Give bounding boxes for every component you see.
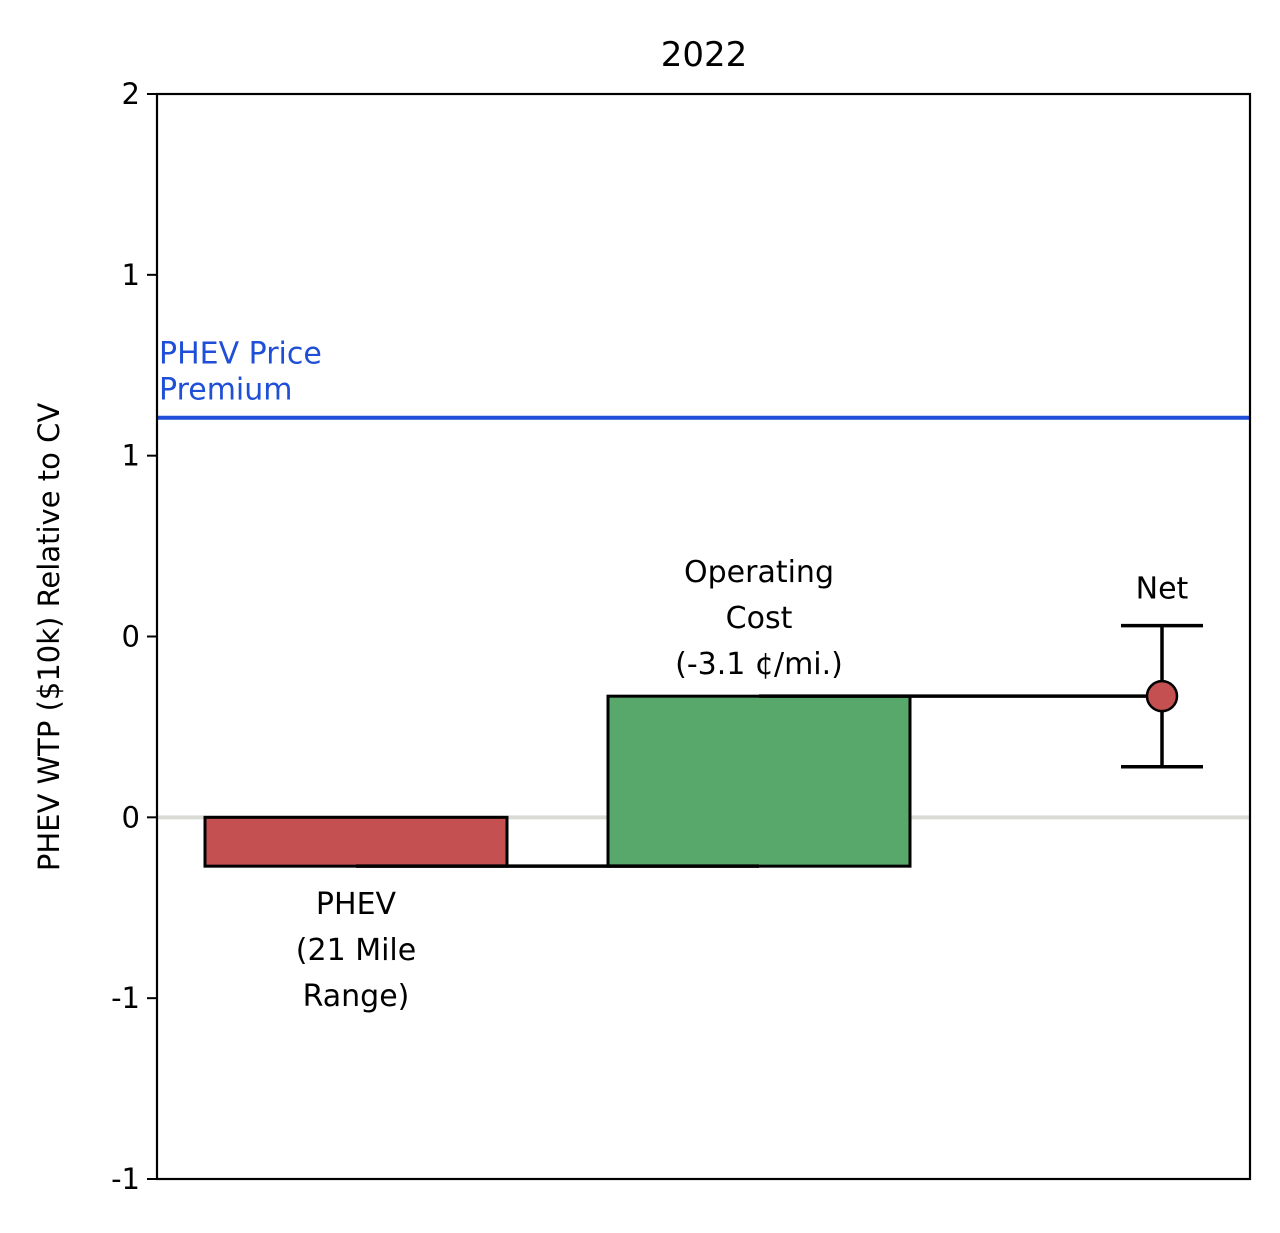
step-label-1-line: Range) bbox=[303, 979, 410, 1014]
price-premium-label-line: Premium bbox=[159, 373, 293, 408]
step-bar-1 bbox=[203, 815, 509, 868]
chart-title: 2022 bbox=[661, 35, 748, 75]
y-tick-label-1: 1 bbox=[122, 258, 140, 292]
y-tick-label-3: 0 bbox=[122, 620, 140, 654]
y-tick-label-2: 1 bbox=[122, 439, 140, 473]
step-label-1-line: (21 Mile bbox=[296, 933, 416, 968]
y-tick-label-6: -1 bbox=[111, 1162, 140, 1196]
step-label-2: Operating Cost (-3.1 ¢/mi.) bbox=[675, 555, 843, 682]
price-premium-label: PHEV Price Premium bbox=[159, 337, 322, 408]
step-label-1-line: PHEV bbox=[316, 887, 397, 922]
price-premium-label-line: PHEV Price bbox=[159, 337, 322, 372]
plot-frame bbox=[155, 92, 1252, 1181]
step-label-1: PHEV (21 Mile Range) bbox=[296, 887, 416, 1014]
net-label: Net bbox=[1136, 572, 1189, 607]
step-label-2-line: (-3.1 ¢/mi.) bbox=[675, 647, 843, 682]
y-tick-label-4: 0 bbox=[122, 800, 140, 834]
plot-area: 2 1 1 0 0 -1 -1 PHEV Price Premium PHEV (21 Mile Ra… bbox=[111, 77, 1250, 1196]
step-label-2-line: Operating bbox=[684, 555, 834, 590]
net-point bbox=[1145, 679, 1179, 713]
y-tick-label-0: 2 bbox=[122, 77, 140, 111]
step-bar-2 bbox=[606, 694, 912, 868]
y-axis-label: PHEV WTP ($10k) Relative to CV bbox=[32, 403, 66, 872]
step-label-2-line: Cost bbox=[726, 601, 793, 636]
y-tick-label-5: -1 bbox=[111, 981, 140, 1015]
